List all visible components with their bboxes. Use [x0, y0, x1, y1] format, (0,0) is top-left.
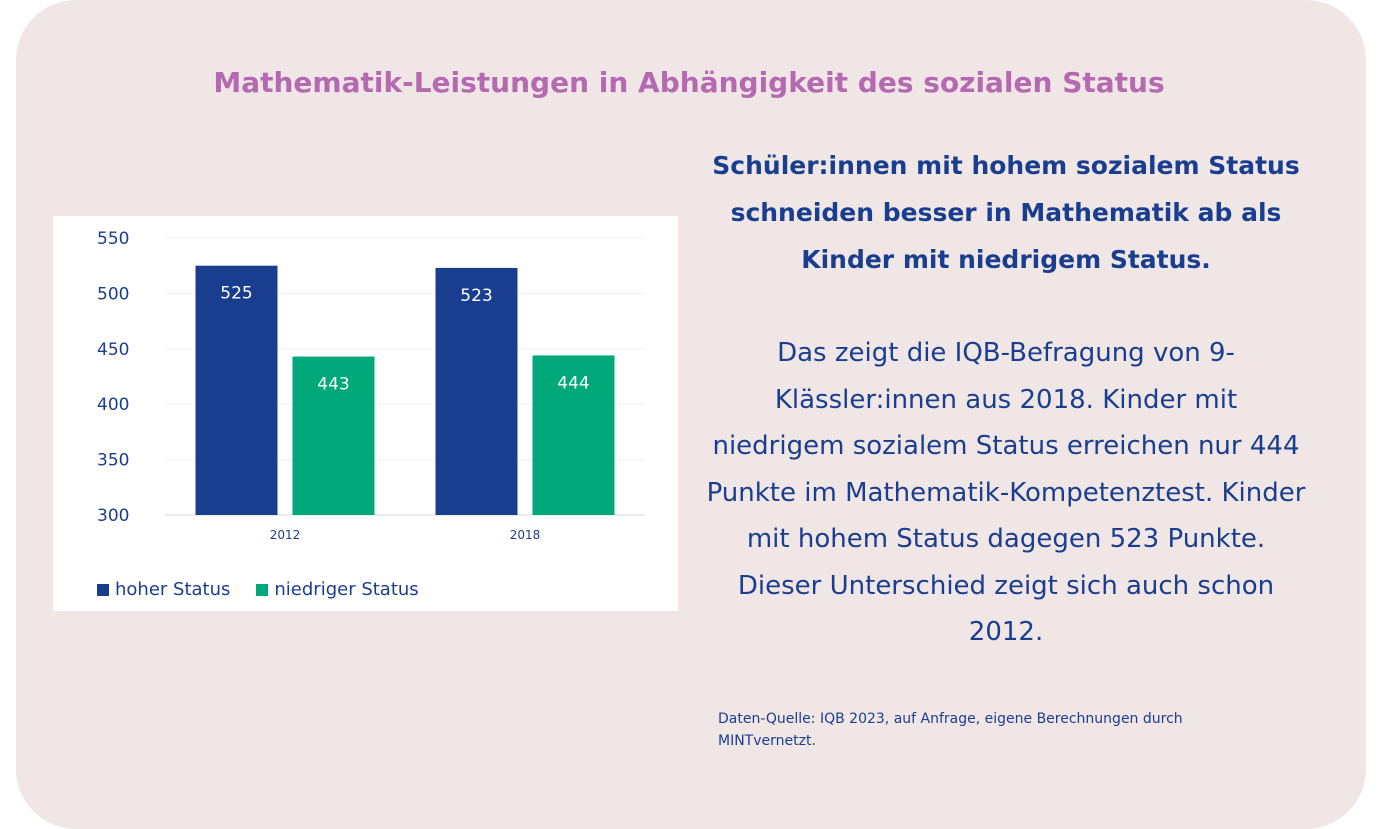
y-tick-label: 500: [97, 284, 129, 304]
legend-item-niedriger-status: niedriger Status: [256, 579, 419, 600]
bar-value-label: 525: [220, 284, 252, 304]
bar: [435, 267, 518, 515]
bar-chart: 300 350 400 450 500 550 525 443 2012 523 444 2018: [97, 229, 645, 542]
y-tick-label: 550: [97, 229, 129, 249]
chart-panel: 300 350 400 450 500 550 525 443 2012 523 444 2018 h…: [53, 216, 678, 611]
x-tick-label: 2018: [510, 528, 541, 542]
legend-label-hoher-status: hoher Status: [115, 579, 231, 600]
headline-text: Schüler:innen mit hohem sozialem Status …: [712, 151, 1300, 274]
legend-swatch-niedriger-status: [256, 583, 269, 596]
x-tick-label: 2012: [270, 528, 301, 542]
page-title: Mathematik-Leistungen in Abhängigkeit de…: [213, 66, 1165, 99]
bar: [532, 355, 615, 515]
y-tick-label: 450: [97, 340, 129, 360]
bar: [195, 265, 278, 515]
y-tick-label: 350: [97, 451, 129, 471]
source-note: Daten-Quelle: IQB 2023, auf Anfrage, eig…: [718, 711, 1183, 749]
bar-value-label: 444: [557, 373, 589, 393]
legend-label-niedriger-status: niedriger Status: [274, 579, 419, 600]
legend-swatch-hoher-status: [97, 583, 109, 596]
y-tick-label: 300: [97, 506, 129, 526]
body-text: Das zeigt die IQB-Befragung von 9-Klässl…: [706, 338, 1306, 647]
bar: [292, 356, 375, 515]
legend-item-hoher-status: hoher Status: [97, 579, 230, 600]
y-tick-label: 400: [97, 395, 129, 415]
bar-value-label: 443: [317, 375, 349, 395]
bar-value-label: 523: [460, 286, 492, 306]
chart-legend: hoher Status niedriger Status: [97, 579, 419, 600]
